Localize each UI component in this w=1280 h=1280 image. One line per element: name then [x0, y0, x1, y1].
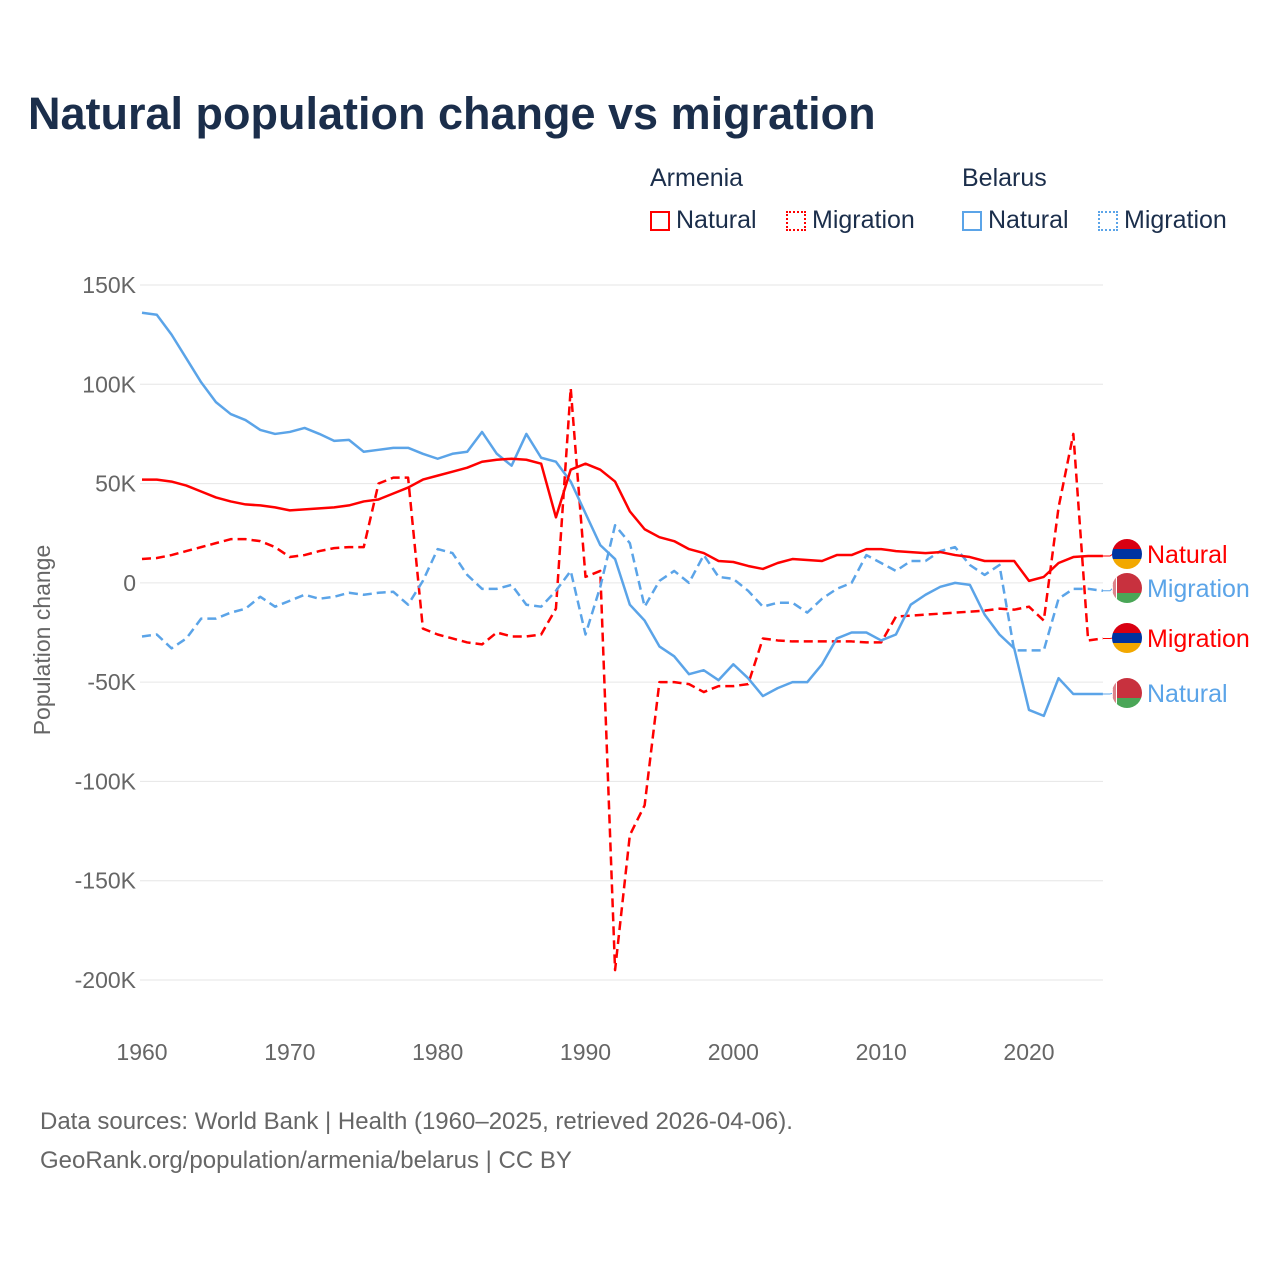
y-axis-label: Population change [29, 545, 55, 736]
y-tick-label: 0 [123, 570, 136, 596]
armenia-flag-icon [1112, 539, 1142, 569]
legend-label: Natural [988, 206, 1069, 234]
y-tick-label: -50K [87, 669, 136, 695]
legend-belarus-natural[interactable]: Natural [962, 206, 1069, 235]
legend-swatch-solid-blue [962, 210, 982, 231]
chart-title: Natural population change vs migration [28, 88, 876, 139]
end-label-connector [1102, 587, 1114, 592]
y-tick-label: -100K [75, 768, 137, 794]
end-label-belarus-migration: Migration [1147, 575, 1250, 603]
footer-link[interactable]: GeoRank.org/population/armenia/belarus |… [40, 1147, 572, 1174]
x-tick-label: 1980 [412, 1039, 463, 1065]
x-tick-label: 2010 [856, 1039, 907, 1065]
end-label-belarus-natural: Natural [1147, 680, 1228, 708]
series-line-belarus-migration [141, 524, 1104, 652]
belarus-flag-icon [1112, 573, 1142, 603]
y-tick-label: -150K [75, 868, 137, 894]
y-tick-label: 50K [95, 471, 137, 497]
legend-label: Migration [812, 206, 915, 234]
series-line-armenia-natural [142, 457, 1103, 583]
legend-swatch-dotted-red [786, 210, 806, 231]
series-line-armenia-migration [141, 387, 1104, 972]
belarus-flag-icon [1112, 678, 1142, 708]
legend-group-belarus: Belarus [962, 164, 1047, 192]
end-label-connector [1102, 553, 1114, 557]
legend-label: Migration [1124, 206, 1227, 234]
legend-belarus-migration[interactable]: Migration [1098, 206, 1227, 235]
x-tick-label: 2000 [708, 1039, 759, 1065]
legend-armenia-natural[interactable]: Natural [650, 206, 757, 235]
legend-swatch-solid-red [650, 210, 670, 231]
legend-label: Natural [676, 206, 757, 234]
armenia-flag-icon [1112, 623, 1142, 653]
x-tick-label: 1970 [264, 1039, 315, 1065]
y-tick-label: -200K [75, 967, 137, 993]
x-tick-label: 1960 [116, 1039, 167, 1065]
end-label-armenia-natural: Natural [1147, 541, 1228, 569]
y-tick-label: 100K [82, 371, 136, 397]
end-label-connector [1102, 692, 1114, 695]
footer-sources: Data sources: World Bank | Health (1960–… [40, 1108, 793, 1135]
legend-group-armenia: Armenia [650, 164, 744, 192]
legend-swatch-dotted-blue [1098, 210, 1118, 231]
end-label-armenia-migration: Migration [1147, 625, 1250, 653]
legend-armenia-migration[interactable]: Migration [786, 206, 915, 235]
series-line-belarus-natural [141, 311, 1103, 718]
x-tick-label: 1990 [560, 1039, 611, 1065]
y-tick-label: 150K [82, 272, 136, 298]
x-tick-label: 2020 [1003, 1039, 1054, 1065]
